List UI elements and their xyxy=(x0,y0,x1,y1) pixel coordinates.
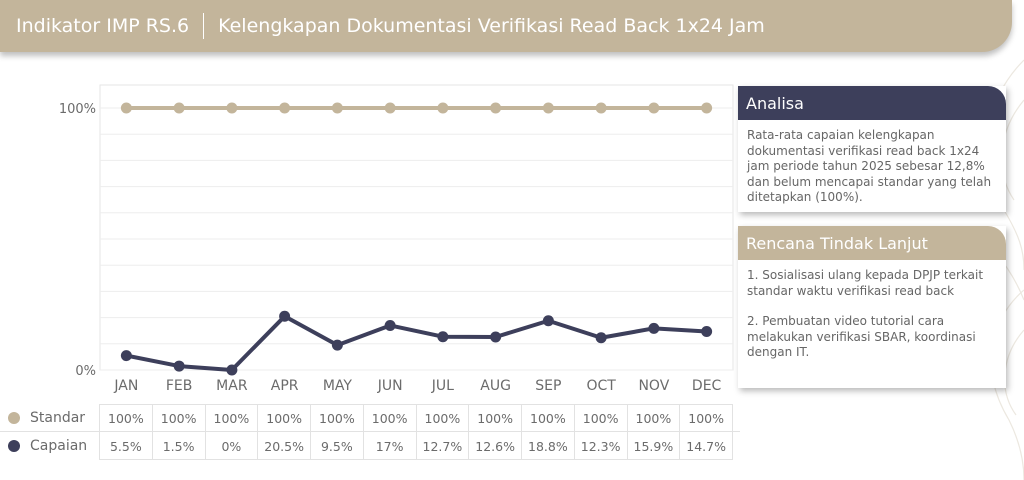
x-tick-label: OCT xyxy=(586,378,616,394)
table-cell-standar: 100% xyxy=(417,404,470,432)
data-point-capaian xyxy=(595,332,607,344)
data-point-capaian xyxy=(648,322,660,334)
data-point-standar xyxy=(542,102,554,114)
rtl-title: Rencana Tindak Lanjut xyxy=(738,226,1006,260)
x-tick-label: NOV xyxy=(638,378,669,394)
y-tick-label: 100% xyxy=(59,102,96,117)
rtl-item-2: 2. Pembuatan video tutorial cara melakuk… xyxy=(747,314,976,359)
plot-area xyxy=(99,84,734,371)
table-cell-capaian: 20.5% xyxy=(258,432,311,460)
data-point-standar xyxy=(173,102,185,114)
data-point-standar xyxy=(331,102,343,114)
y-tick-label: 0% xyxy=(75,364,96,379)
data-point-capaian xyxy=(437,331,449,343)
table-cell-capaian: 18.8% xyxy=(522,432,575,460)
legend-dot-standar xyxy=(8,412,20,424)
data-point-capaian xyxy=(120,350,132,362)
table-cell-capaian: 5.5% xyxy=(100,432,153,460)
table-cell-standar: 100% xyxy=(469,404,522,432)
table-cell-capaian: 12.6% xyxy=(469,432,522,460)
data-point-standar xyxy=(226,102,238,114)
table-cell-capaian: 12.7% xyxy=(417,432,470,460)
data-point-standar xyxy=(120,102,132,114)
x-tick-label: AUG xyxy=(480,378,511,394)
page-title: Kelengkapan Dokumentasi Verifikasi Read … xyxy=(218,15,765,37)
data-point-standar xyxy=(648,102,660,114)
rtl-item-1: 1. Sosialisasi ulang kepada DPJP terkait… xyxy=(747,268,984,298)
x-tick-label: DEC xyxy=(692,378,722,394)
table-cell-capaian: 14.7% xyxy=(680,432,733,460)
x-tick-label: MAY xyxy=(323,378,353,394)
data-point-capaian xyxy=(331,339,343,351)
data-point-capaian xyxy=(384,319,396,331)
table-row-standar: Standar 100% 100% 100% 100% 100% 100% 100% 100%… xyxy=(0,404,740,432)
x-tick-label: JUL xyxy=(431,378,454,394)
series-line-capaian xyxy=(125,314,707,372)
x-tick-label: JUN xyxy=(377,378,403,394)
table-cell-capaian: 17% xyxy=(364,432,417,460)
table-cell-standar: 100% xyxy=(206,404,259,432)
table-cell-standar: 100% xyxy=(100,404,153,432)
table-cell-capaian: 1.5% xyxy=(153,432,206,460)
line-chart: 0% 100% JAN FEB MAR APR MAY JUN JUL AUG SEP OCT NOV D… xyxy=(0,80,740,394)
table-cell-capaian: 15.9% xyxy=(628,432,681,460)
table-cell-standar: 100% xyxy=(364,404,417,432)
rtl-body: 1. Sosialisasi ulang kepada DPJP terkait… xyxy=(738,260,1006,388)
legend-capaian: Capaian xyxy=(8,432,87,460)
data-point-standar xyxy=(279,102,291,114)
x-tick-label: FEB xyxy=(166,378,193,394)
x-tick-label: MAR xyxy=(216,378,248,394)
table-cell-capaian: 9.5% xyxy=(311,432,364,460)
legend-label-capaian: Capaian xyxy=(30,438,88,454)
table-cell-standar: 100% xyxy=(522,404,575,432)
table-cell-capaian: 0% xyxy=(206,432,259,460)
data-point-standar xyxy=(384,102,396,114)
analisa-text: Rata-rata capaian kelengkapan dokumentas… xyxy=(747,128,992,204)
table-row-capaian: Capaian 5.5% 1.5% 0% 20.5% 9.5% 17% 12.7% 12.6%… xyxy=(0,432,740,460)
page-header: Indikator IMP RS.6 Kelengkapan Dokumenta… xyxy=(0,0,1012,52)
data-point-standar xyxy=(437,102,449,114)
data-point-capaian xyxy=(226,364,238,376)
data-point-standar xyxy=(490,102,502,114)
table-cell-standar: 100% xyxy=(153,404,206,432)
analisa-body: Rata-rata capaian kelengkapan dokumentas… xyxy=(738,120,1006,212)
data-point-capaian xyxy=(701,325,713,337)
data-point-capaian xyxy=(542,315,554,327)
analisa-card: Analisa Rata-rata capaian kelengkapan do… xyxy=(738,86,1006,212)
table-cell-standar: 100% xyxy=(680,404,733,432)
data-point-capaian xyxy=(173,360,185,372)
legend-label-standar: Standar xyxy=(30,410,86,426)
header-separator xyxy=(203,13,205,39)
rtl-card: Rencana Tindak Lanjut 1. Sosialisasi ula… xyxy=(738,226,1006,388)
data-point-capaian xyxy=(490,331,502,343)
legend-standar: Standar xyxy=(8,404,85,432)
analisa-title: Analisa xyxy=(738,86,1006,120)
x-tick-label: JAN xyxy=(113,378,138,394)
table-cell-capaian: 12.3% xyxy=(575,432,628,460)
chart-svg: 0% 100% JAN FEB MAR APR MAY JUN JUL AUG SEP OCT NOV D… xyxy=(59,84,734,394)
x-tick-label: APR xyxy=(271,378,299,394)
data-point-standar xyxy=(595,102,607,114)
data-point-capaian xyxy=(279,310,291,322)
data-table: Standar 100% 100% 100% 100% 100% 100% 100% 100%… xyxy=(0,404,740,460)
table-cell-standar: 100% xyxy=(311,404,364,432)
table-cell-standar: 100% xyxy=(575,404,628,432)
table-cell-standar: 100% xyxy=(628,404,681,432)
legend-dot-capaian xyxy=(8,440,20,452)
indicator-code: Indikator IMP RS.6 xyxy=(16,15,190,37)
x-tick-label: SEP xyxy=(535,378,561,394)
table-cell-standar: 100% xyxy=(258,404,311,432)
data-point-standar xyxy=(701,102,713,114)
